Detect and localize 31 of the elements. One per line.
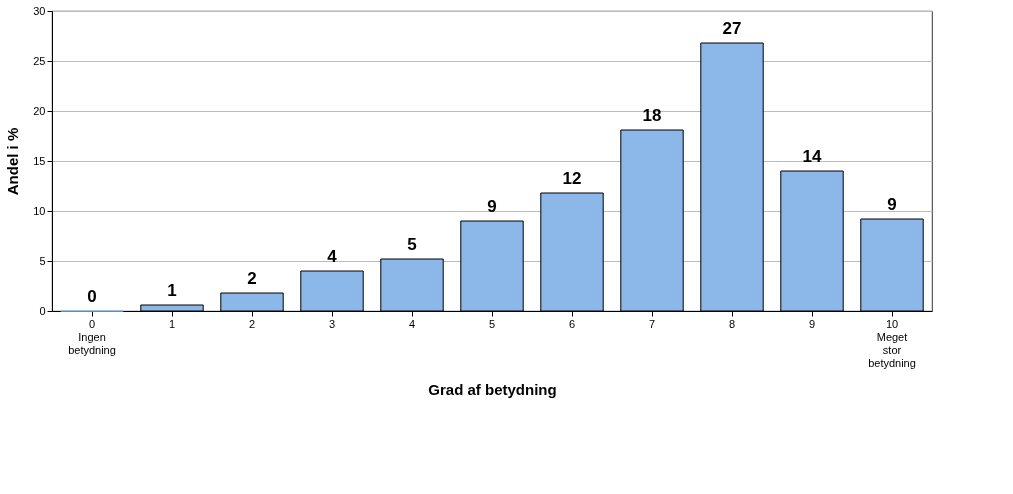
data-label: 14 — [802, 147, 822, 166]
x-tick-label: 3 — [328, 317, 336, 330]
data-label: 4 — [327, 247, 338, 266]
y-tick-label: 5 — [39, 254, 46, 267]
x-tick-label: 1 — [168, 317, 176, 330]
y-tick-label: 15 — [33, 154, 46, 167]
x-tick-label: 2 — [248, 317, 256, 330]
x-axis-title: Grad af betydning — [428, 380, 557, 398]
data-label: 18 — [642, 106, 662, 125]
data-label: 9 — [887, 195, 897, 214]
data-label: 1 — [167, 281, 177, 300]
data-label: 27 — [722, 19, 742, 38]
x-tick-label: 9 — [808, 317, 816, 330]
y-tick-label: 30 — [33, 4, 46, 17]
x-tick-label: 6 — [568, 317, 576, 330]
y-tick-label: 0 — [39, 304, 46, 317]
data-label: 2 — [247, 269, 257, 288]
data-label: 0 — [87, 287, 97, 306]
y-tick-label: 25 — [33, 54, 46, 67]
x-tick-label: 0 Ingen betydning — [68, 317, 116, 356]
y-tick-label: 10 — [33, 204, 46, 217]
x-tick-label: 7 — [648, 317, 656, 330]
y-tick-label: 20 — [33, 104, 46, 117]
data-label: 9 — [487, 197, 497, 216]
x-tick-label: 10 Meget stor betydning — [868, 317, 916, 369]
x-tick-label: 5 — [488, 317, 496, 330]
y-axis-title: Andel i % — [4, 127, 22, 196]
x-tick-label: 8 — [728, 317, 736, 330]
data-label: 12 — [562, 169, 582, 188]
x-tick-label: 4 — [408, 317, 416, 330]
data-label: 5 — [407, 235, 417, 254]
